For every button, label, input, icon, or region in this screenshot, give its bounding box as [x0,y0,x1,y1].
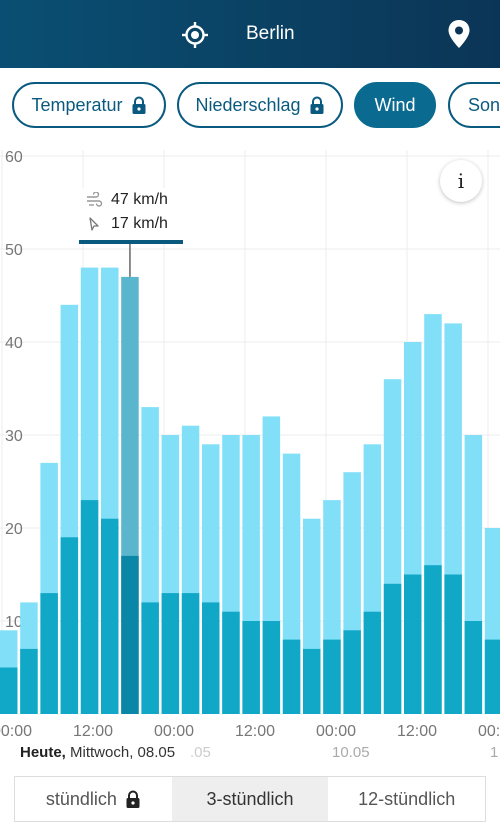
tab-label: Temperatur [31,94,123,115]
tab-label: Niederschlag [195,94,301,115]
wind-chart: 10 20 30 40 50 60 00:00 12:00 00:00 12:00 00:00 12:… [0,140,500,760]
gust-row: 47 km/h [79,188,183,212]
info-button[interactable]: i [440,160,482,202]
x-tick-label: 12:00 [235,723,275,740]
tab-label: Sonn [468,94,500,115]
wind-bar [383,583,402,714]
wind-bar [181,593,200,714]
tab-temperatur[interactable]: Temperatur [12,82,166,128]
interval-12-stuendlich[interactable]: 12-stündlich [328,777,485,821]
wind-bar [464,621,483,714]
wind-bar [161,593,180,714]
tab-sonne[interactable]: Sonn [448,82,500,128]
interval-label: 12-stündlich [358,788,456,809]
wind-chart-svg: 10 20 30 40 50 60 00:00 12:00 00:00 12:00 00:00 12:… [0,149,500,740]
wind-bar [141,602,159,714]
wind-bar [323,639,341,714]
wind-bar [242,621,260,714]
today-bold: Heute, [20,744,66,761]
wind-bar [404,574,422,714]
wind-bar [424,565,442,714]
interval-stuendlich[interactable]: stündlich [15,777,172,821]
date-labels: .05 Heute, Mittwoch, 08.05 10.05 1 [0,740,500,764]
interval-selector: stündlich 3-stündlich 12-stündlich [14,776,486,822]
date-second: 10.05 [332,744,370,761]
tab-label: Wind [374,94,416,115]
x-tick-label: 12:00 [397,723,437,740]
wind-bar [202,602,220,714]
city-name[interactable]: Berlin [246,23,295,44]
wind-bar [0,667,18,714]
metric-tabs: Temperatur Niederschlag Wind Sonn [0,80,500,132]
lock-icon [126,790,140,808]
tab-niederschlag[interactable]: Niederschlag [177,82,343,128]
wind-bar [303,648,321,714]
tab-wind[interactable]: Wind [354,82,436,128]
interval-3-stuendlich[interactable]: 3-stündlich [171,777,329,821]
wind-row: 17 km/h [79,212,183,236]
wind-bar [262,621,281,714]
x-tick-label: 00:00 [478,723,500,740]
date-ghost: .05 [190,744,211,761]
y-tick-label: 20 [5,521,23,538]
wind-bar [363,611,382,714]
interval-label: stündlich [45,788,117,809]
wind-bar [282,639,301,714]
lock-icon [132,96,146,114]
gust-value: 47 km/h [111,191,168,208]
wind-direction-icon [89,217,99,231]
lock-icon [310,96,324,114]
y-tick-label: 40 [5,335,23,352]
x-tick-label: 00:00 [0,723,32,740]
x-tick-label: 00:00 [154,723,194,740]
wind-bar [484,639,500,714]
wind-bar [80,500,99,714]
wind-bar [444,574,462,714]
app-header: Berlin [0,0,500,68]
today-date: Heute, Mittwoch, 08.05 [20,744,175,761]
value-tooltip: 47 km/h 17 km/h [79,188,183,244]
wind-bar [222,611,240,714]
location-pin-icon[interactable] [444,18,474,50]
wind-value: 17 km/h [111,215,168,232]
wind-bar [40,593,58,714]
tooltip-underline [79,240,183,244]
wind-bar [121,555,139,714]
date-third: 1 [490,744,499,761]
today-rest: Mittwoch, 08.05 [65,744,176,761]
wind-bar [343,630,361,714]
x-tick-label: 00:00 [316,723,356,740]
wind-gust-icon [87,192,103,207]
wind-bar [101,518,119,714]
wind-bar [60,537,79,714]
interval-label: 3-stündlich [206,788,294,809]
y-tick-label: 50 [5,242,23,259]
x-tick-label: 12:00 [73,723,113,740]
locate-icon[interactable] [180,20,210,50]
y-tick-label: 60 [5,149,23,166]
wind-bar [20,648,38,714]
y-tick-label: 10 [5,614,23,631]
y-tick-label: 30 [5,428,23,445]
